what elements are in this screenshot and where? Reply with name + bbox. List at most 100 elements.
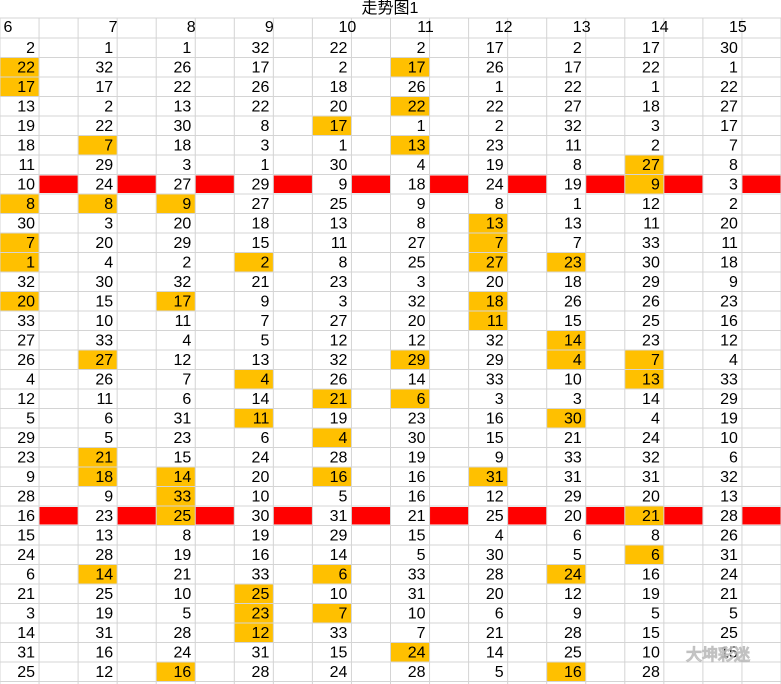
cell-value: 27	[95, 352, 113, 369]
cell-value: 16	[408, 488, 426, 505]
highlight-cell	[468, 467, 508, 487]
cell-value: 26	[17, 352, 35, 369]
cell-value: 13	[252, 352, 270, 369]
cell-value: 5	[104, 430, 113, 447]
cell-value: 25	[486, 508, 504, 525]
cell-value: 20	[408, 313, 426, 330]
cell-value: 26	[330, 371, 348, 388]
cell-value: 26	[408, 79, 426, 96]
cell-value: 8	[104, 196, 113, 213]
cell-value: 24	[564, 566, 582, 583]
cell-value: 16	[17, 508, 35, 525]
highlight-cell	[390, 96, 430, 116]
cell-value: 27	[720, 98, 738, 115]
cell-value: 27	[17, 332, 35, 349]
cell-value: 33	[95, 332, 113, 349]
cell-value: 7	[339, 605, 348, 622]
red-marker	[507, 175, 547, 193]
cell-value: 11	[721, 235, 738, 252]
cell-value: 2	[651, 137, 660, 154]
cell-value: 23	[252, 605, 270, 622]
cell-value: 15	[17, 527, 35, 544]
cell-value: 11	[175, 313, 192, 330]
highlight-cell	[390, 642, 430, 662]
cell-value: 11	[18, 157, 35, 174]
cell-value: 11	[487, 313, 504, 330]
highlight-cell	[468, 233, 508, 253]
cell-value: 30	[720, 40, 738, 57]
cell-value: 8	[339, 254, 348, 271]
cell-value: 33	[720, 371, 738, 388]
highlight-cell	[156, 194, 196, 214]
red-marker	[507, 507, 547, 525]
cell-value: 9	[417, 196, 426, 213]
cell-value: 19	[408, 449, 426, 466]
cell-value: 4	[339, 430, 348, 447]
cell-value: 4	[495, 527, 504, 544]
cell-value: 5	[495, 664, 504, 681]
cell-value: 11	[565, 137, 582, 154]
cell-value: 12	[486, 488, 504, 505]
highlight-cell	[624, 369, 664, 389]
red-marker	[195, 507, 235, 525]
cell-value: 27	[564, 98, 582, 115]
cell-value: 11	[253, 410, 270, 427]
cell-value: 24	[408, 644, 426, 661]
cell-value: 1	[573, 196, 582, 213]
cell-value: 33	[642, 235, 660, 252]
cell-value: 17	[564, 59, 582, 76]
cell-value: 10	[720, 430, 738, 447]
cell-value: 2	[495, 118, 504, 135]
column-header: 15	[729, 19, 747, 36]
cell-value: 17	[642, 40, 660, 57]
cell-value: 12	[95, 664, 113, 681]
cell-value: 30	[330, 157, 348, 174]
cell-value: 7	[417, 625, 426, 642]
cell-value: 14	[252, 391, 270, 408]
cell-value: 17	[173, 293, 191, 310]
cell-value: 20	[564, 508, 582, 525]
cell-value: 25	[642, 313, 660, 330]
cell-value: 8	[417, 215, 426, 232]
red-marker	[585, 175, 625, 193]
cell-value: 21	[95, 449, 113, 466]
cell-value: 23	[486, 137, 504, 154]
red-marker	[663, 507, 703, 525]
cell-value: 33	[173, 488, 191, 505]
cell-value: 23	[408, 410, 426, 427]
cell-value: 22	[17, 59, 35, 76]
cell-value: 3	[26, 605, 35, 622]
highlight-cell	[312, 116, 352, 136]
cell-value: 8	[260, 118, 269, 135]
cell-value: 22	[173, 79, 191, 96]
column-header: 6	[4, 19, 13, 36]
cell-value: 18	[330, 79, 348, 96]
cell-value: 31	[564, 469, 582, 486]
cell-value: 33	[486, 371, 504, 388]
cell-value: 23	[17, 449, 35, 466]
cell-value: 7	[26, 235, 35, 252]
cell-value: 4	[651, 410, 660, 427]
cell-value: 3	[260, 137, 269, 154]
highlight-cell	[78, 564, 118, 584]
highlight-cell	[156, 486, 196, 506]
cell-value: 16	[408, 469, 426, 486]
cell-value: 4	[182, 332, 191, 349]
cell-value: 7	[651, 352, 660, 369]
red-marker	[117, 507, 157, 525]
cell-value: 24	[642, 430, 660, 447]
red-marker	[195, 175, 235, 193]
highlight-cell	[156, 506, 196, 526]
cell-value: 21	[173, 566, 191, 583]
cell-value: 14	[330, 547, 348, 564]
cell-value: 20	[17, 293, 35, 310]
highlight-cell	[312, 467, 352, 487]
cell-value: 27	[486, 254, 504, 271]
cell-value: 2	[729, 196, 738, 213]
cell-value: 22	[642, 59, 660, 76]
cell-value: 20	[486, 274, 504, 291]
cell-value: 29	[330, 527, 348, 544]
cell-value: 13	[330, 215, 348, 232]
cell-value: 17	[720, 118, 738, 135]
